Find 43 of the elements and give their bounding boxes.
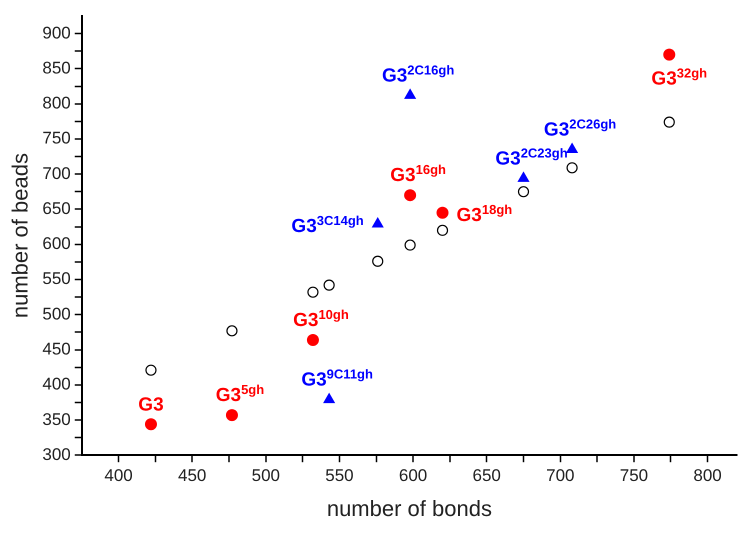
x-tick-label: 550	[325, 466, 354, 486]
y-tick-label: 400	[42, 374, 71, 394]
point	[566, 142, 578, 154]
point	[372, 217, 384, 228]
point	[404, 189, 416, 202]
y-tick-label: 700	[42, 164, 71, 183]
x-tick-label: 650	[472, 466, 501, 486]
y-tick-label: 850	[42, 58, 71, 78]
point	[404, 239, 416, 251]
x-tick-label: 500	[252, 466, 280, 486]
y-tick-label: 750	[42, 128, 71, 148]
y-tick-label: 500	[42, 304, 71, 324]
y-tick-label: 800	[42, 94, 71, 113]
point	[518, 186, 530, 198]
point	[144, 418, 157, 430]
y-tick-label: 450	[42, 339, 71, 358]
x-tick-label: 400	[104, 466, 133, 486]
point	[306, 334, 319, 346]
point	[566, 162, 578, 174]
y-tick-label: 350	[42, 410, 71, 429]
point	[664, 116, 675, 128]
point	[145, 364, 157, 376]
point	[324, 280, 335, 291]
point	[372, 256, 384, 267]
x-tick-label: 800	[693, 466, 722, 486]
x-tick-label: 450	[178, 466, 206, 486]
y-tick-label: 300	[42, 444, 71, 464]
annotation: G3	[138, 394, 164, 416]
point	[226, 325, 238, 336]
x-tick-label: 750	[620, 466, 648, 486]
x-tick-label: 700	[546, 466, 574, 486]
point	[436, 224, 448, 236]
point	[226, 409, 238, 422]
y-tick-label: 900	[42, 23, 71, 42]
y-axis-title: number of beads	[7, 153, 32, 318]
y-tick-label: 650	[42, 198, 71, 218]
point	[307, 286, 319, 298]
x-axis-title: number of bonds	[326, 496, 492, 521]
point	[436, 206, 449, 219]
x-tick-label: 600	[398, 466, 428, 486]
y-tick-label: 550	[42, 269, 71, 288]
point	[663, 48, 676, 61]
y-tick-label: 600	[42, 234, 71, 254]
